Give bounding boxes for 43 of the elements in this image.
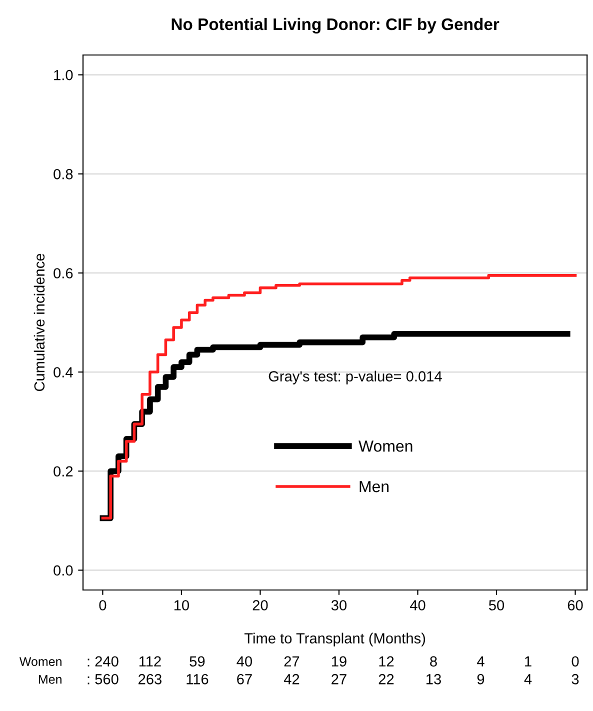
text: Women — [19, 657, 62, 666]
text: 27 — [332, 674, 346, 684]
chart-title: No Potential Living Donor: CIF by Gender — [172, 18, 500, 34]
y-tick-label: 1.0 — [54, 70, 73, 80]
y-tick-label: 0.4 — [54, 367, 73, 378]
x-axis-title: Time to Transplant (Months) — [244, 632, 426, 646]
text: 59 — [190, 656, 205, 667]
text: 4 — [524, 674, 532, 684]
x-tick-label: 60 — [568, 600, 583, 610]
y-tick-label: 0.2 — [54, 466, 73, 477]
y-tick-label: 0.8 — [54, 168, 73, 180]
text: : 240 — [88, 656, 118, 667]
x-tick-label: 0 — [99, 600, 106, 610]
text: 9 — [477, 674, 484, 684]
x-tick-label: 20 — [252, 600, 268, 610]
x-tick-label: 40 — [410, 600, 426, 610]
y-tick-label: 0.0 — [54, 565, 73, 576]
x-tick-label: 10 — [174, 600, 190, 610]
text: 42 — [284, 674, 300, 684]
text: 12 — [379, 656, 394, 666]
text: 4 — [477, 656, 484, 666]
legend-label: Men — [360, 481, 389, 492]
text: 13 — [426, 674, 441, 684]
y-tick-label: 0.6 — [54, 268, 73, 278]
legend-label: Women — [358, 440, 412, 452]
text: 40 — [236, 656, 252, 667]
text: 22 — [378, 674, 394, 684]
text: 19 — [332, 656, 346, 667]
text: 1 — [525, 656, 532, 666]
text: 8 — [430, 656, 437, 667]
text: Men — [38, 675, 62, 684]
x-tick-label: 30 — [331, 600, 347, 610]
text: 67 — [237, 674, 252, 684]
text: 116 — [186, 674, 208, 684]
y-axis-title: Cumulative incidence — [34, 254, 45, 392]
text: 0 — [572, 656, 579, 667]
x-tick-label: 50 — [488, 600, 504, 610]
text: 3 — [572, 674, 579, 684]
text: 27 — [284, 656, 300, 666]
text: : 560 — [88, 674, 118, 684]
annotation: Gray's test: p-value= 0.014 — [268, 370, 442, 384]
text: 263 — [138, 674, 162, 684]
text: 112 — [139, 656, 161, 666]
